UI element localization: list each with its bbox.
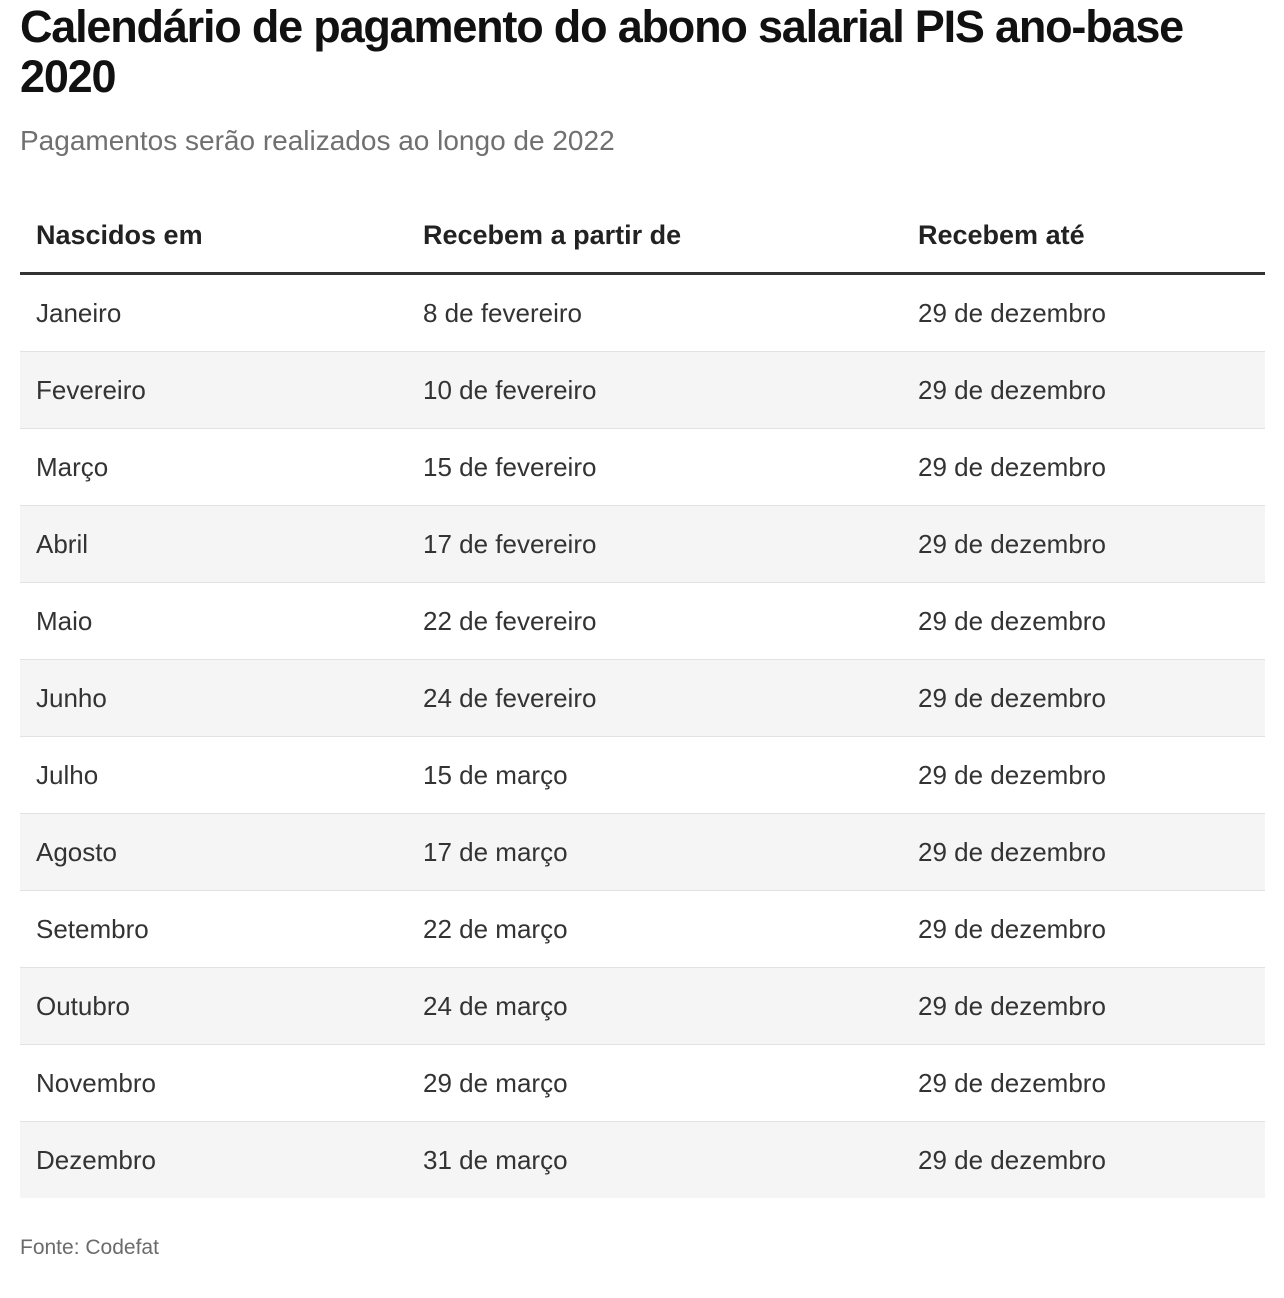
birth-month-cell: Agosto (20, 813, 407, 891)
start-date-cell: 24 de março (407, 967, 902, 1045)
end-date-cell: 29 de dezembro (902, 505, 1265, 583)
end-date-cell: 29 de dezembro (902, 1044, 1265, 1122)
payment-calendar-table: Nascidos em Recebem a partir de Recebem … (20, 198, 1265, 1198)
table-row: Novembro 29 de março 29 de dezembro (20, 1044, 1265, 1122)
end-date-cell: 29 de dezembro (902, 890, 1265, 968)
table-header-row: Nascidos em Recebem a partir de Recebem … (20, 198, 1265, 275)
chart-container: Calendário de pagamento do abono salaria… (20, 0, 1265, 1259)
column-header: Recebem até (902, 198, 1265, 275)
birth-month-cell: Dezembro (20, 1121, 407, 1198)
birth-month-cell: Julho (20, 736, 407, 814)
table-row: Abril 17 de fevereiro 29 de dezembro (20, 505, 1265, 583)
column-header: Recebem a partir de (407, 198, 902, 275)
end-date-cell: 29 de dezembro (902, 967, 1265, 1045)
table-header: Nascidos em Recebem a partir de Recebem … (20, 198, 1265, 275)
table-row: Agosto 17 de março 29 de dezembro (20, 813, 1265, 891)
start-date-cell: 17 de março (407, 813, 902, 891)
table-body: Janeiro 8 de fevereiro 29 de dezembro Fever… (20, 273, 1265, 1198)
end-date-cell: 29 de dezembro (902, 1121, 1265, 1198)
column-header: Nascidos em (20, 198, 407, 275)
end-date-cell: 29 de dezembro (902, 659, 1265, 737)
start-date-cell: 17 de fevereiro (407, 505, 902, 583)
birth-month-cell: Janeiro (20, 273, 407, 352)
table-row: Fevereiro 10 de fevereiro 29 de dezembro (20, 351, 1265, 429)
end-date-cell: 29 de dezembro (902, 582, 1265, 660)
table-row: Outubro 24 de março 29 de dezembro (20, 967, 1265, 1045)
table-row: Junho 24 de fevereiro 29 de dezembro (20, 659, 1265, 737)
birth-month-cell: Fevereiro (20, 351, 407, 429)
source-note: Fonte: Codefat (20, 1236, 159, 1259)
table-row: Setembro 22 de março 29 de dezembro (20, 890, 1265, 968)
start-date-cell: 22 de março (407, 890, 902, 968)
birth-month-cell: Março (20, 428, 407, 506)
end-date-cell: 29 de dezembro (902, 813, 1265, 891)
start-date-cell: 15 de fevereiro (407, 428, 902, 506)
end-date-cell: 29 de dezembro (902, 428, 1265, 506)
birth-month-cell: Setembro (20, 890, 407, 968)
start-date-cell: 29 de março (407, 1044, 902, 1122)
table-row: Março 15 de fevereiro 29 de dezembro (20, 428, 1265, 506)
table-row: Julho 15 de março 29 de dezembro (20, 736, 1265, 814)
start-date-cell: 10 de fevereiro (407, 351, 902, 429)
birth-month-cell: Maio (20, 582, 407, 660)
birth-month-cell: Outubro (20, 967, 407, 1045)
end-date-cell: 29 de dezembro (902, 736, 1265, 814)
start-date-cell: 31 de março (407, 1121, 902, 1198)
birth-month-cell: Junho (20, 659, 407, 737)
table-row: Maio 22 de fevereiro 29 de dezembro (20, 582, 1265, 660)
table-row: Janeiro 8 de fevereiro 29 de dezembro (20, 273, 1265, 352)
end-date-cell: 29 de dezembro (902, 351, 1265, 429)
start-date-cell: 8 de fevereiro (407, 273, 902, 352)
birth-month-cell: Novembro (20, 1044, 407, 1122)
start-date-cell: 22 de fevereiro (407, 582, 902, 660)
birth-month-cell: Abril (20, 505, 407, 583)
start-date-cell: 24 de fevereiro (407, 659, 902, 737)
end-date-cell: 29 de dezembro (902, 273, 1265, 352)
chart-subtitle: Pagamentos serão realizados ao longo de … (20, 125, 615, 156)
table-row: Dezembro 31 de março 29 de dezembro (20, 1121, 1265, 1198)
start-date-cell: 15 de março (407, 736, 902, 814)
chart-title: Calendário de pagamento do abono salaria… (20, 1, 1184, 102)
